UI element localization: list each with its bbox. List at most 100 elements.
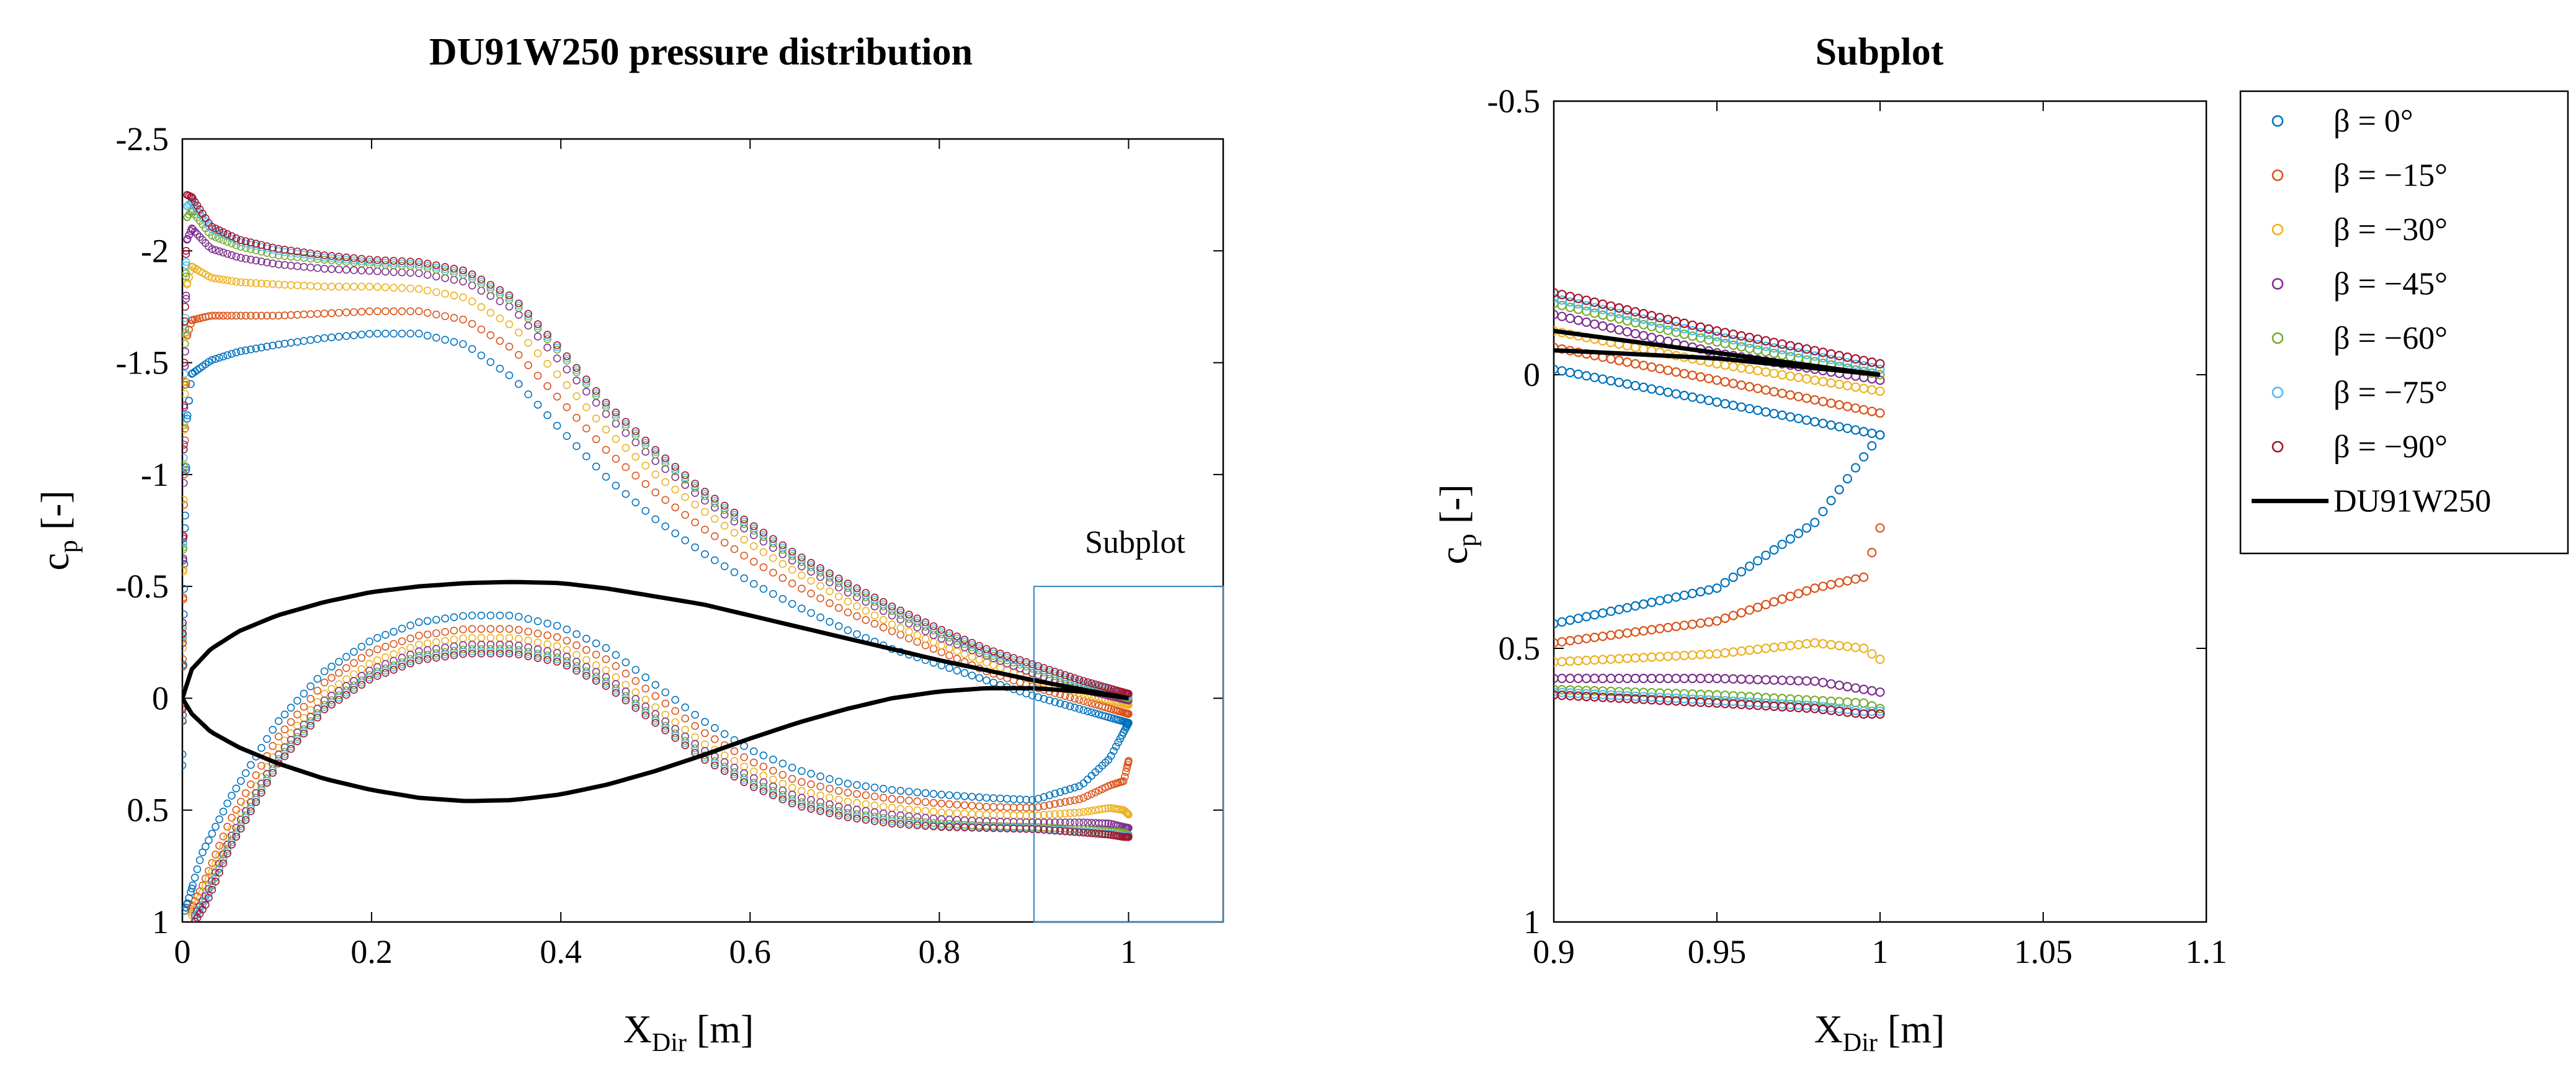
data-point xyxy=(335,658,343,666)
data-point xyxy=(740,776,748,784)
main-y-tick-label: -2.5 xyxy=(116,120,169,158)
data-point xyxy=(241,254,250,263)
data-point xyxy=(533,401,542,409)
data-point xyxy=(778,560,787,568)
data-point xyxy=(182,593,187,602)
data-point xyxy=(237,347,245,356)
data-point xyxy=(423,286,432,295)
data-point xyxy=(573,651,581,659)
data-point xyxy=(505,291,514,300)
data-point xyxy=(274,732,283,741)
data-point xyxy=(390,661,398,669)
legend-marker xyxy=(2271,332,2284,344)
main-chart-title: DU91W250 pressure distribution xyxy=(429,31,973,73)
data-point xyxy=(1818,506,1828,517)
data-point xyxy=(190,914,199,922)
subplot-y-tick-label: 0 xyxy=(1523,356,1540,393)
data-point xyxy=(1066,818,1074,826)
data-point xyxy=(788,547,796,556)
data-point xyxy=(631,677,640,685)
data-point xyxy=(681,736,689,745)
data-point xyxy=(788,552,796,560)
data-point xyxy=(929,645,938,653)
data-point xyxy=(870,801,879,810)
data-point xyxy=(514,635,523,643)
data-point xyxy=(750,524,758,533)
data-point xyxy=(788,599,796,608)
data-point xyxy=(622,692,630,700)
data-point xyxy=(373,283,381,291)
data-point xyxy=(1084,707,1092,715)
data-point xyxy=(661,465,670,473)
data-point xyxy=(477,647,486,656)
data-point xyxy=(524,339,532,347)
data-point xyxy=(193,910,202,918)
data-point xyxy=(182,377,189,385)
data-point xyxy=(937,641,946,650)
data-point xyxy=(1056,798,1064,807)
data-point xyxy=(1769,409,1779,419)
main-x-tick-label: 0.4 xyxy=(540,933,582,970)
data-point xyxy=(496,290,504,299)
data-point xyxy=(720,767,729,776)
data-point xyxy=(1720,377,1730,387)
data-point xyxy=(1056,827,1064,835)
data-point xyxy=(287,339,295,347)
data-point xyxy=(350,659,358,667)
data-point xyxy=(1071,796,1079,804)
data-point xyxy=(826,599,834,607)
data-point xyxy=(913,797,922,805)
data-point xyxy=(381,259,390,267)
legend-label: β = −75° xyxy=(2333,375,2448,411)
data-point xyxy=(844,597,852,606)
data-point xyxy=(1679,620,1689,630)
data-point xyxy=(1867,686,1877,696)
data-point xyxy=(406,634,414,643)
data-point xyxy=(759,563,768,571)
data-point xyxy=(1655,596,1665,606)
data-point xyxy=(960,669,969,678)
data-point xyxy=(711,724,719,732)
data-point xyxy=(328,252,336,260)
data-point xyxy=(182,362,189,370)
data-point xyxy=(1034,825,1043,834)
data-point xyxy=(365,282,373,291)
data-point xyxy=(365,648,373,657)
data-point xyxy=(432,638,440,646)
data-point xyxy=(1630,342,1641,352)
data-point xyxy=(826,775,834,783)
data-point xyxy=(937,790,946,799)
data-point xyxy=(182,511,189,520)
data-point xyxy=(1639,344,1649,354)
data-point xyxy=(441,262,449,271)
data-point xyxy=(641,673,650,682)
data-point xyxy=(432,629,440,637)
subplot-x-tick-label: 1.05 xyxy=(2014,933,2073,970)
data-point xyxy=(320,703,329,711)
data-point xyxy=(807,558,815,567)
data-point xyxy=(432,261,440,269)
data-point xyxy=(241,812,250,820)
series-5 xyxy=(182,197,1133,922)
data-point xyxy=(257,784,265,792)
data-point xyxy=(1655,313,1665,323)
data-point xyxy=(816,568,824,577)
data-point xyxy=(252,794,261,802)
main-chart: DU91W250 pressure distribution -2.5-2-1.… xyxy=(33,31,1224,1057)
data-point xyxy=(631,498,640,507)
data-point xyxy=(496,337,504,345)
data-point xyxy=(1061,818,1069,826)
data-point xyxy=(280,261,289,269)
data-point xyxy=(335,691,343,699)
data-point xyxy=(232,311,241,320)
data-point xyxy=(1842,642,1852,651)
data-point xyxy=(1704,585,1714,595)
data-point xyxy=(406,284,414,293)
data-point xyxy=(486,611,495,620)
data-point xyxy=(182,534,187,543)
data-point xyxy=(1859,383,1869,393)
data-point xyxy=(1712,583,1722,593)
data-point xyxy=(769,787,777,795)
data-point xyxy=(432,310,440,319)
data-point xyxy=(219,311,228,320)
